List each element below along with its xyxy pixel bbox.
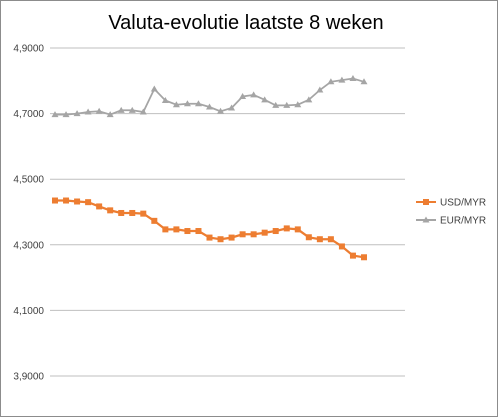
data-point [96,203,103,210]
data-point [338,243,345,250]
legend-marker [422,216,430,223]
data-point [361,254,367,261]
data-point [62,111,70,118]
data-point [52,197,58,204]
data-point [107,207,114,214]
data-point [228,234,235,241]
legend-marker [423,199,429,205]
data-point [128,106,136,113]
data-point [118,209,125,216]
legend-label: USD/MYR [440,198,486,209]
data-point [349,75,357,82]
data-point [140,210,147,217]
y-tick-label: 3,9000 [13,372,44,383]
data-point [106,111,114,118]
y-tick-label: 4,9000 [13,44,44,55]
data-point [283,225,290,232]
series-group [51,75,368,261]
data-point [250,91,258,98]
data-point [51,111,59,118]
data-point [73,110,81,117]
data-point [261,229,268,236]
data-point [85,199,92,206]
data-point [272,101,280,108]
data-point [129,209,136,216]
data-point [172,101,180,108]
data-point [206,103,213,110]
series-eur-myr [51,75,368,118]
data-point [283,101,291,108]
series-usd-myr [52,197,367,261]
data-point [294,101,302,108]
data-point [173,226,180,233]
data-point [74,198,81,205]
legend-label: EUR/MYR [440,216,486,227]
data-point [305,96,313,103]
data-point [349,252,356,259]
y-tick-label: 4,7000 [13,109,44,120]
data-point [250,231,257,238]
data-point [95,107,103,114]
data-point [162,226,169,233]
data-point [316,236,323,243]
data-point [360,78,368,85]
data-point [316,86,324,93]
data-point [184,228,191,235]
data-point [63,197,70,204]
y-axis-ticks: 3,9000 4,1000 4,3000 4,5000 4,7000 4,9000 [13,44,44,383]
data-point [217,107,225,114]
data-point [261,96,269,103]
legend-entry: EUR/MYR [416,216,486,227]
data-point [161,96,169,103]
gridlines [50,47,405,377]
data-point [239,93,247,100]
data-point [195,228,202,235]
data-point [183,100,191,107]
data-point [151,217,158,224]
data-point [194,100,202,107]
data-point [305,234,312,241]
data-point [206,234,213,241]
data-point [217,236,224,243]
data-point [139,108,147,115]
y-tick-label: 4,3000 [13,240,44,251]
data-point [327,236,334,243]
data-point [327,78,335,85]
data-point [239,231,246,238]
data-point [150,85,158,92]
chart-title: Valuta-evolutie laatste 8 weken [108,12,383,34]
data-point [228,104,236,111]
y-tick-label: 4,1000 [13,306,44,317]
data-point [84,108,92,115]
data-point [272,228,279,235]
y-tick-label: 4,5000 [13,175,44,186]
data-point [117,106,125,113]
legend-entry: USD/MYR [416,198,486,209]
data-point [294,226,301,233]
legend: USD/MYR EUR/MYR [416,198,486,227]
data-point [338,76,346,83]
